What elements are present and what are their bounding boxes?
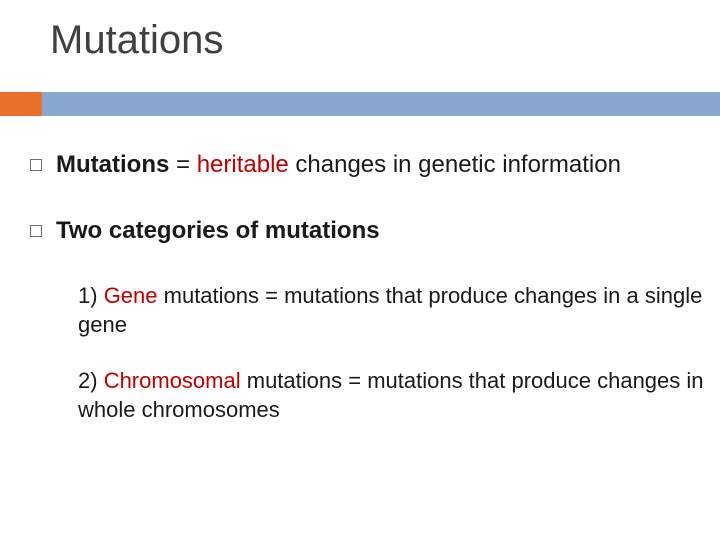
text-segment: Mutations [56, 151, 176, 178]
text-segment: 2) [78, 368, 104, 393]
bullet-item: Mutations = heritable changes in genetic… [30, 150, 710, 180]
text-segment: mutations = mutations that produce chang… [78, 283, 702, 337]
bullet-item: Two categories of mutations [30, 216, 710, 246]
accent-blue [42, 92, 720, 116]
bullet-marker-icon [30, 159, 42, 171]
slide-body: Mutations = heritable changes in genetic… [30, 150, 710, 452]
bullet-text: Two categories of mutations [56, 216, 380, 246]
text-segment: changes in genetic information [289, 151, 621, 178]
accent-bar [0, 92, 720, 116]
text-segment: Gene [104, 283, 158, 308]
bullet-text: Mutations = heritable changes in genetic… [56, 150, 621, 180]
bullet-marker-icon [30, 225, 42, 237]
sub-block: 1) Gene mutations = mutations that produ… [74, 282, 710, 424]
text-segment: Two categories of mutations [56, 217, 380, 244]
bullet-content: Mutations = heritable changes in genetic… [56, 150, 621, 180]
slide: Mutations Mutations = heritable changes … [0, 0, 720, 540]
slide-title: Mutations [50, 18, 223, 63]
accent-orange [0, 92, 42, 116]
text-segment: heritable [197, 151, 289, 178]
text-segment: Chromosomal [104, 368, 241, 393]
text-segment: = [176, 151, 197, 178]
sub-item: 2) Chromosomal mutations = mutations tha… [74, 367, 710, 424]
bullet-content: Two categories of mutations [56, 216, 380, 246]
sub-item: 1) Gene mutations = mutations that produ… [74, 282, 710, 339]
text-segment: 1) [78, 283, 104, 308]
